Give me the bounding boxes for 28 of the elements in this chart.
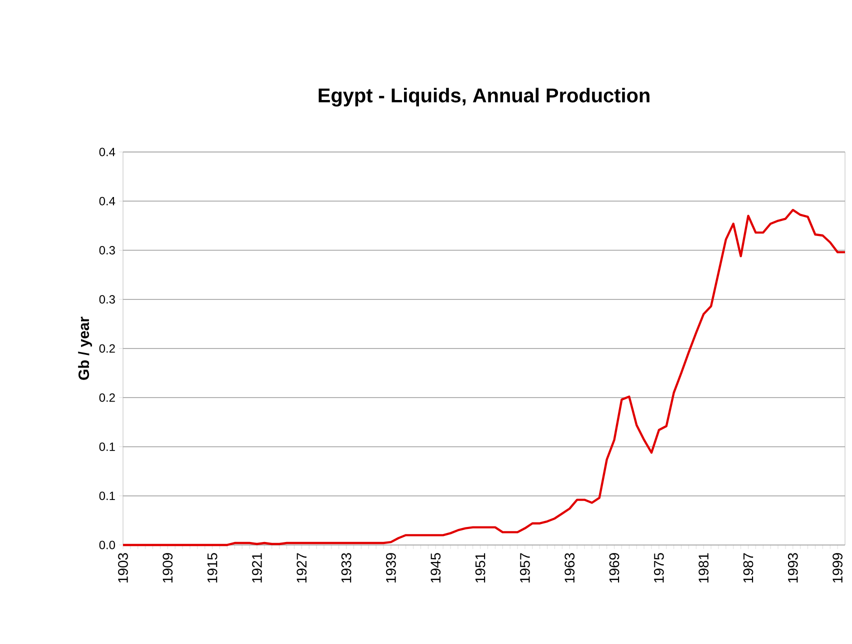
x-tick-label: 1987 (743, 553, 754, 582)
x-tick-label: 1951 (475, 553, 486, 582)
y-tick-label: 0.1 (99, 442, 115, 451)
y-tick-label: 0.4 (99, 148, 116, 156)
x-tick-label: 1957 (520, 553, 530, 582)
y-tick-label: 0.4 (99, 196, 116, 206)
y-tick-label: 0.3 (99, 246, 115, 254)
y-tick-label: 0.2 (99, 344, 115, 353)
x-tick-label: 1975 (654, 553, 664, 582)
y-axis-title: Gb / year (78, 316, 92, 380)
y-tick-label: 0.0 (99, 540, 116, 550)
x-tick-label: 1963 (564, 553, 575, 582)
x-tick-label: 1903 (118, 553, 128, 582)
chart-title: Egypt - Liquids, Annual Production (318, 88, 650, 106)
x-tick-label: 1915 (207, 553, 218, 582)
y-tick-label: 0.1 (99, 492, 115, 500)
x-tick-label: 1969 (609, 553, 620, 582)
y-tick-label: 0.2 (99, 393, 115, 402)
x-tick-label: 1909 (162, 553, 173, 582)
x-tick-label: 1921 (252, 553, 262, 582)
y-tick-label: 0.3 (99, 295, 115, 304)
x-tick-label: 1939 (386, 553, 396, 582)
x-tick-label: 1945 (430, 553, 441, 582)
x-tick-label: 1993 (788, 553, 798, 582)
x-tick-label: 1981 (698, 553, 709, 582)
x-tick-label: 1999 (832, 553, 843, 582)
x-tick-label: 1927 (296, 553, 307, 582)
x-tick-label: 1933 (341, 553, 352, 582)
